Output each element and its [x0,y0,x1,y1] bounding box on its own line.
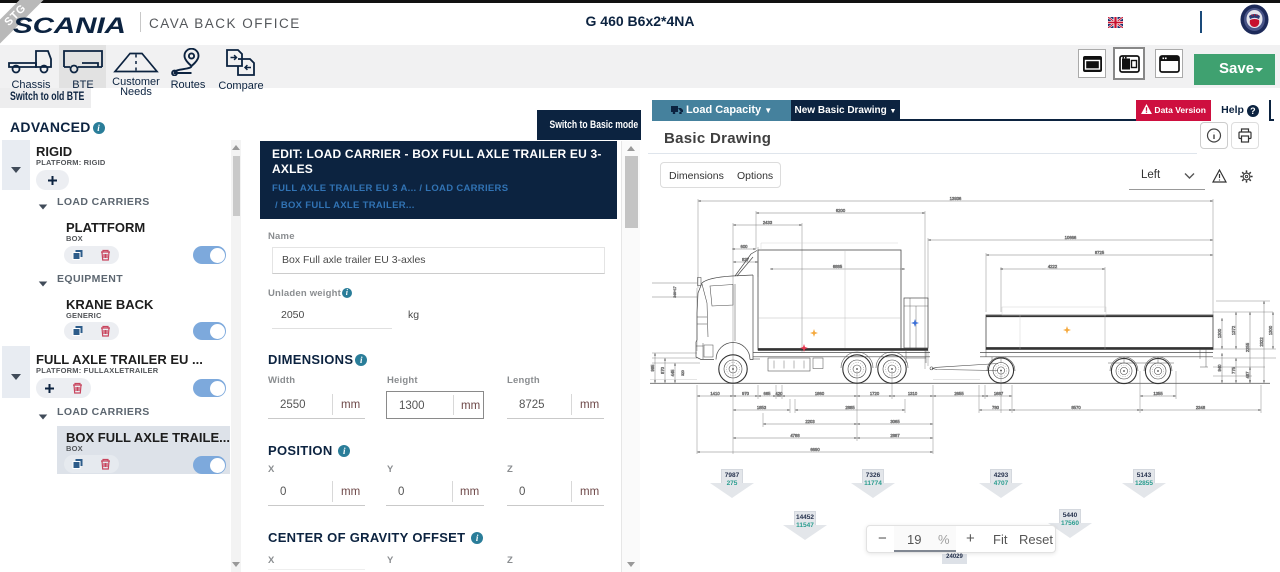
svg-text:1860: 1860 [815,391,825,396]
svg-text:2255: 2255 [1245,342,1250,352]
svg-text:2348: 2348 [1196,405,1206,410]
svg-text:780: 780 [992,405,1000,410]
svg-text:1720: 1720 [870,391,880,396]
svg-text:1687: 1687 [994,391,1004,396]
svg-text:2322: 2322 [1259,337,1264,347]
svg-text:1310: 1310 [908,391,918,396]
svg-text:3065: 3065 [890,419,900,424]
svg-text:1410: 1410 [710,391,720,396]
svg-text:940: 940 [1217,364,1222,372]
svg-text:1372: 1372 [1231,325,1236,335]
svg-text:13936: 13936 [950,196,962,201]
svg-text:1355: 1355 [1153,391,1163,396]
svg-text:1853: 1853 [757,405,767,410]
svg-text:8570: 8570 [1071,405,1081,410]
svg-text:6690: 6690 [810,447,820,452]
svg-text:600: 600 [741,244,749,249]
svg-text:6200: 6200 [836,208,846,213]
svg-text:870: 870 [660,366,665,374]
svg-text:970: 970 [742,391,750,396]
svg-text:487: 487 [1245,371,1250,379]
svg-text:775: 775 [1231,366,1236,374]
svg-text:827: 827 [742,257,750,262]
svg-text:346+17: 346+17 [673,286,677,298]
svg-text:2885: 2885 [845,405,855,410]
svg-text:2887: 2887 [890,433,900,438]
svg-text:665: 665 [764,391,772,396]
svg-text:6885: 6885 [833,264,843,269]
svg-text:445: 445 [670,369,675,377]
svg-text:1300: 1300 [1268,325,1273,335]
svg-text:995: 995 [650,364,655,372]
svg-text:420: 420 [776,391,784,396]
svg-text:2433: 2433 [763,220,773,225]
svg-text:SCANIA: SCANIA [13,15,126,36]
svg-text:4222: 4222 [1048,264,1058,269]
svg-text:320: 320 [681,370,685,376]
svg-text:4788: 4788 [790,433,800,438]
svg-text:2655: 2655 [954,391,964,396]
svg-text:8725: 8725 [1095,250,1105,255]
svg-text:1300: 1300 [1217,328,1222,338]
svg-text:10666: 10666 [1065,235,1077,240]
svg-text:2203: 2203 [805,419,815,424]
